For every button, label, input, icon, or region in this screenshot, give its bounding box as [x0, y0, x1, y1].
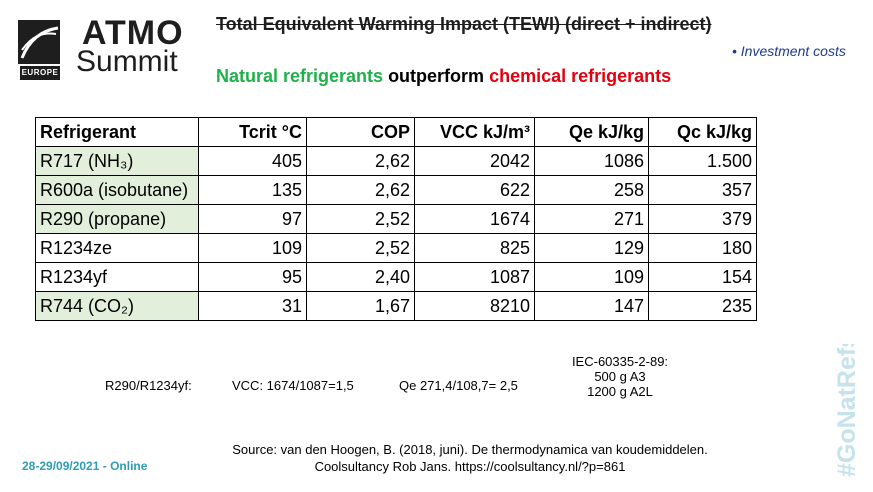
iec-title: IEC-60335-2-89: [571, 354, 669, 369]
table-row: R744 (CO₂) 31 1,67 8210 147 235 [35, 291, 757, 321]
table-cell: 31 [198, 291, 307, 321]
refrigerant-name: R1234yf [35, 262, 199, 292]
refrigerant-table: Refrigerant Tcrit °C COP VCC kJ/m³ Qe kJ/kg Q… [35, 117, 757, 321]
headline: Natural refrigerants outperform chemical… [216, 66, 671, 87]
table-cell: 154 [648, 262, 757, 292]
vcc-ratio: VCC: 1674/1087=1,5 [232, 378, 354, 393]
table-cell: 135 [198, 175, 307, 205]
column-header: Qc kJ/kg [648, 117, 757, 147]
table-cell: 2,52 [306, 204, 415, 234]
bullet-point: • Investment costs [732, 43, 846, 59]
table-cell: 1087 [414, 262, 535, 292]
table-cell: 8210 [414, 291, 535, 321]
bullet-text: Investment costs [740, 43, 846, 59]
hashtag-text: #GoNatRefs [833, 344, 861, 477]
table-cell: 109 [198, 233, 307, 263]
iec-line1: 500 g A3 [594, 369, 646, 384]
table-cell: 2,62 [306, 146, 415, 176]
table-cell: 379 [648, 204, 757, 234]
column-header: Refrigerant [35, 117, 199, 147]
logo-swoosh-icon [18, 20, 60, 64]
table-cell: 258 [534, 175, 649, 205]
table-cell: 622 [414, 175, 535, 205]
qe-ratio: Qe 271,4/108,7= 2,5 [399, 378, 518, 393]
table-row: R1234yf 95 2,40 1087 109 154 [35, 262, 757, 292]
refrigerant-name: R717 (NH₃) [35, 146, 199, 176]
refrigerant-name: R600a (isobutane) [35, 175, 199, 205]
headline-natural: Natural refrigerants [216, 66, 384, 86]
column-header: Tcrit °C [198, 117, 307, 147]
table-row: R290 (propane) 97 2,52 1674 271 379 [35, 204, 757, 234]
table-cell: 357 [648, 175, 757, 205]
table-cell: 180 [648, 233, 757, 263]
table-cell: 95 [198, 262, 307, 292]
table-cell: 2,52 [306, 233, 415, 263]
table-header-row: Refrigerant Tcrit °C COP VCC kJ/m³ Qe kJ/kg Q… [35, 117, 757, 147]
table-cell: 825 [414, 233, 535, 263]
atmo-summit-logo: ATMO EUROPE Summit [18, 14, 193, 80]
table-row: R600a (isobutane) 135 2,62 622 258 357 [35, 175, 757, 205]
table-cell: 129 [534, 233, 649, 263]
table-cell: 2,62 [306, 175, 415, 205]
table-cell: 235 [648, 291, 757, 321]
column-header: Qe kJ/kg [534, 117, 649, 147]
table-cell: 97 [198, 204, 307, 234]
table-cell: 109 [534, 262, 649, 292]
column-header: VCC kJ/m³ [414, 117, 535, 147]
source-note: Source: van den Hoogen, B. (2018, juni).… [180, 441, 760, 475]
source-line1: Source: van den Hoogen, B. (2018, juni).… [232, 442, 708, 457]
table-row: R1234ze 109 2,52 825 129 180 [35, 233, 757, 263]
event-date: 28-29/09/2021 - Online [22, 459, 148, 473]
table-cell: 1674 [414, 204, 535, 234]
logo-sub: Summit [76, 45, 178, 78]
ratio-label: R290/R1234yf: [105, 378, 192, 393]
refrigerant-name: R290 (propane) [35, 204, 199, 234]
table-row: R717 (NH₃) 405 2,62 2042 1086 1.500 [35, 146, 757, 176]
logo-brand: ATMO [82, 14, 184, 52]
table-cell: 271 [534, 204, 649, 234]
iec-note: IEC-60335-2-89: 500 g A3 1200 g A2L [555, 354, 685, 399]
iec-line2: 1200 g A2L [587, 384, 653, 399]
column-header: COP [306, 117, 415, 147]
table-cell: 1086 [534, 146, 649, 176]
table-cell: 405 [198, 146, 307, 176]
slide-title: Total Equivalent Warming Impact (TEWI) (… [216, 14, 712, 34]
table-cell: 147 [534, 291, 649, 321]
table-cell: 1,67 [306, 291, 415, 321]
headline-mid: outperform [383, 66, 490, 86]
logo-region: EUROPE [20, 66, 60, 80]
hashtag-watermark: #GoNatRefs [833, 344, 861, 477]
source-line2: Coolsultancy Rob Jans. https://coolsulta… [314, 459, 626, 474]
table-cell: 2042 [414, 146, 535, 176]
refrigerant-name: R1234ze [35, 233, 199, 263]
refrigerant-name: R744 (CO₂) [35, 291, 199, 321]
headline-chemical: chemical refrigerants [489, 66, 672, 86]
table-cell: 2,40 [306, 262, 415, 292]
table-cell: 1.500 [648, 146, 757, 176]
